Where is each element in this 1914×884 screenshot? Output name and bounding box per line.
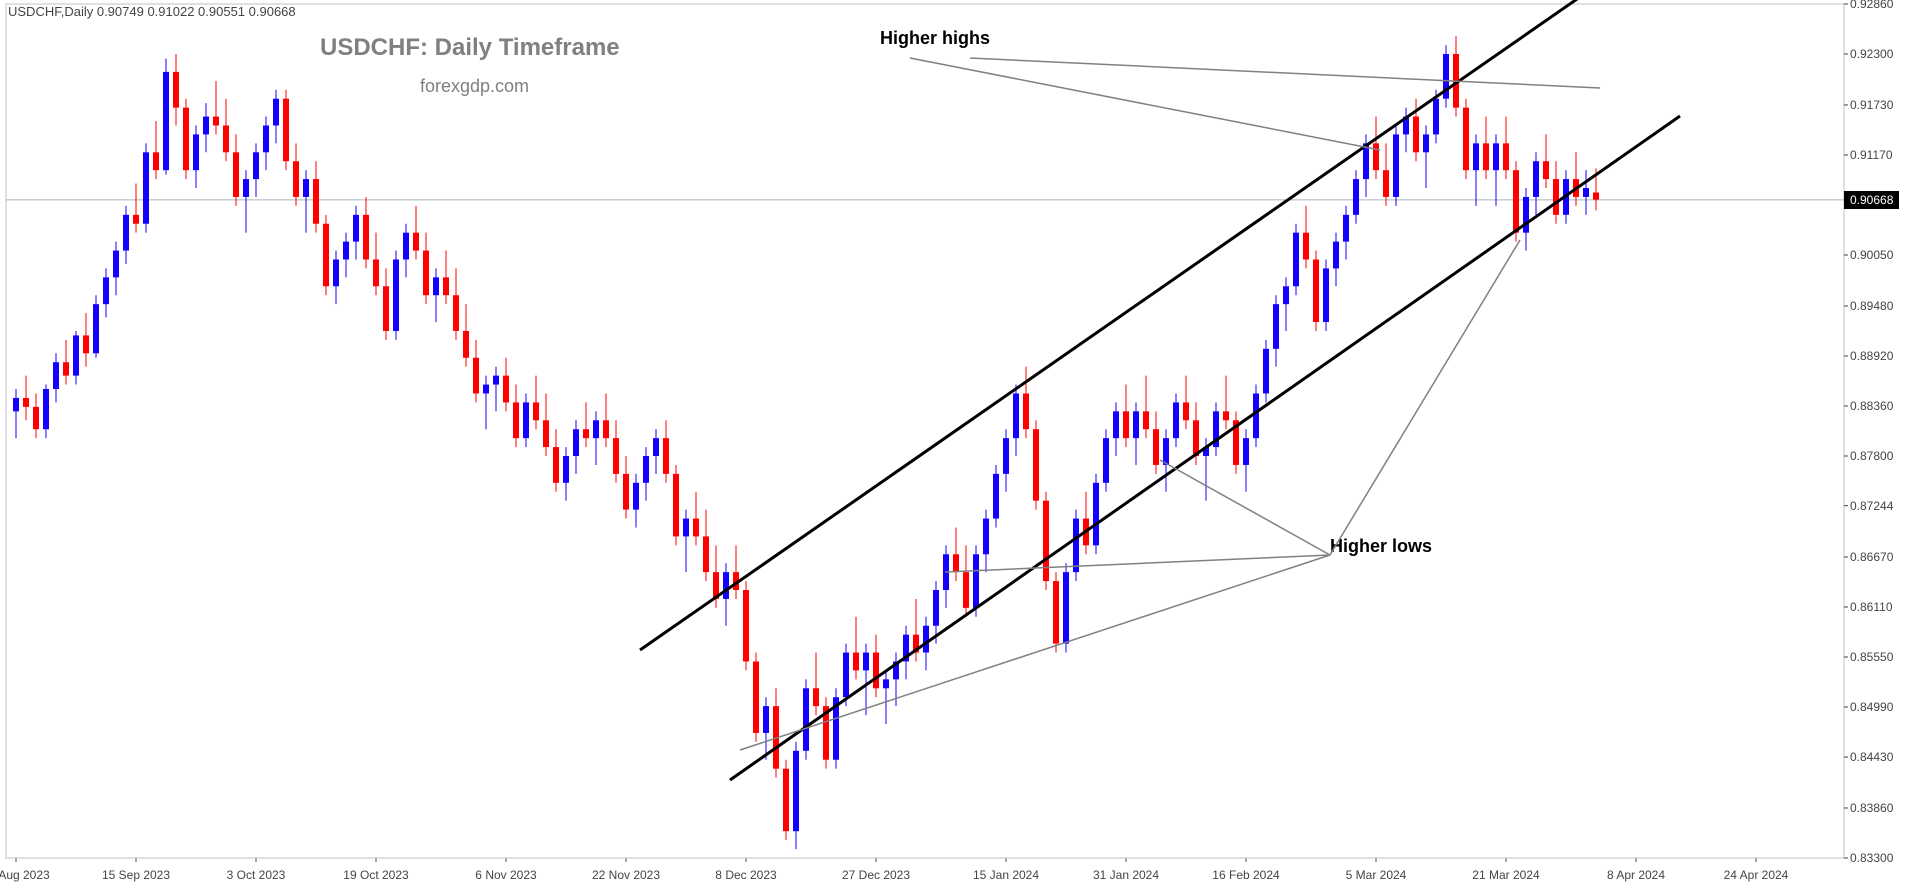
y-tick-label: 0.86670 bbox=[1850, 550, 1914, 564]
x-tick-label: 24 Apr 2024 bbox=[1724, 868, 1789, 882]
y-tick-label: 0.84430 bbox=[1850, 750, 1914, 764]
x-tick-label: 19 Oct 2023 bbox=[343, 868, 408, 882]
y-tick-label: 0.83300 bbox=[1850, 851, 1914, 865]
y-tick-label: 0.92300 bbox=[1850, 47, 1914, 61]
y-tick-label: 0.92860 bbox=[1850, 0, 1914, 11]
x-tick-label: 6 Nov 2023 bbox=[475, 868, 536, 882]
x-tick-label: 8 Dec 2023 bbox=[715, 868, 776, 882]
x-tick-label: 22 Nov 2023 bbox=[592, 868, 660, 882]
x-tick-label: 31 Jan 2024 bbox=[1093, 868, 1159, 882]
chart-root: USDCHF,Daily 0.90749 0.91022 0.90551 0.9… bbox=[0, 0, 1914, 884]
y-tick-label: 0.91730 bbox=[1850, 98, 1914, 112]
x-tick-label: 27 Dec 2023 bbox=[842, 868, 910, 882]
x-tick-label: 15 Jan 2024 bbox=[973, 868, 1039, 882]
x-tick-label: 16 Feb 2024 bbox=[1212, 868, 1279, 882]
y-tick-label: 0.90050 bbox=[1850, 248, 1914, 262]
y-tick-label: 0.87244 bbox=[1850, 499, 1914, 513]
y-tick-label: 0.88360 bbox=[1850, 399, 1914, 413]
y-tick-label: 0.84990 bbox=[1850, 700, 1914, 714]
y-tick-label: 0.88920 bbox=[1850, 349, 1914, 363]
x-tick-label: 5 Mar 2024 bbox=[1346, 868, 1407, 882]
x-tick-label: 30 Aug 2023 bbox=[0, 868, 50, 882]
y-tick-label: 0.89480 bbox=[1850, 299, 1914, 313]
y-tick-label: 0.85550 bbox=[1850, 650, 1914, 664]
x-tick-label: 15 Sep 2023 bbox=[102, 868, 170, 882]
chart-canvas[interactable] bbox=[0, 0, 1914, 884]
x-tick-label: 21 Mar 2024 bbox=[1472, 868, 1539, 882]
y-tick-label: 0.83860 bbox=[1850, 801, 1914, 815]
current-price-tag: 0.90668 bbox=[1844, 191, 1899, 209]
y-tick-label: 0.86110 bbox=[1850, 600, 1914, 614]
x-tick-label: 3 Oct 2023 bbox=[227, 868, 286, 882]
y-tick-label: 0.87800 bbox=[1850, 449, 1914, 463]
y-tick-label: 0.91170 bbox=[1850, 148, 1914, 162]
x-tick-label: 8 Apr 2024 bbox=[1607, 868, 1665, 882]
